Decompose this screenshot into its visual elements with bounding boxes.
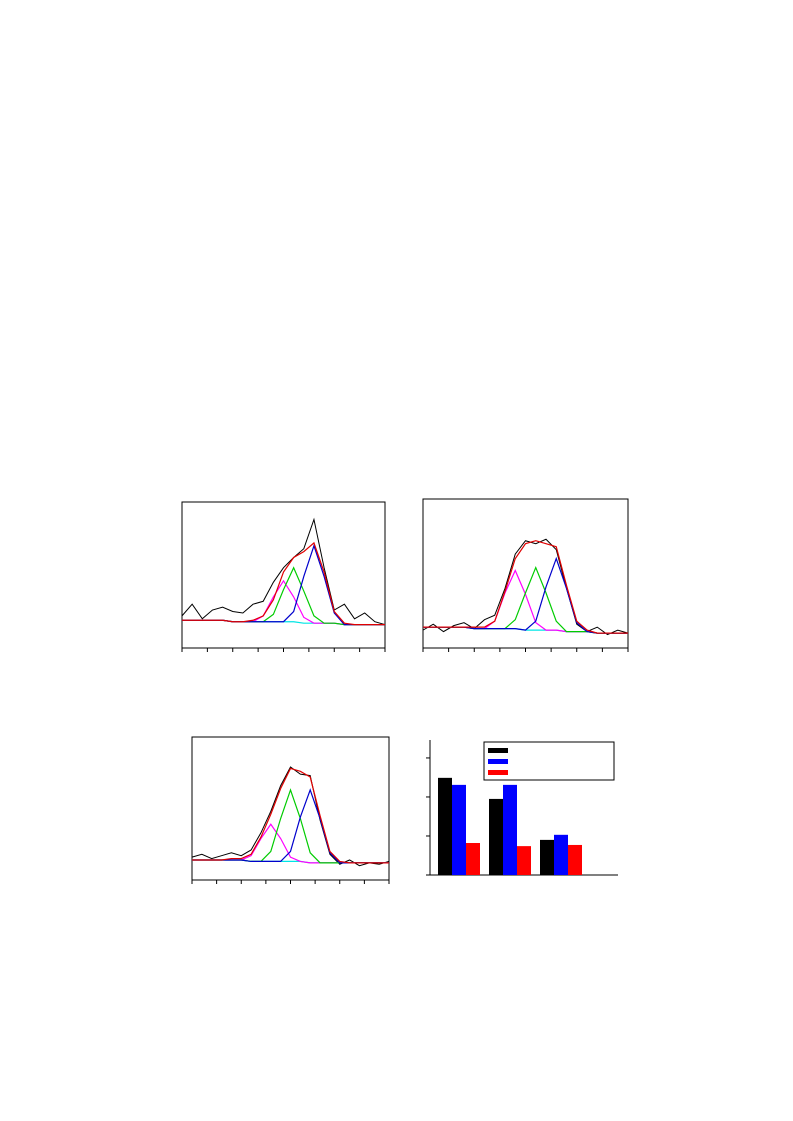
bar	[554, 834, 568, 875]
legend-swatch	[488, 759, 508, 764]
spectrum-line	[423, 540, 628, 634]
plot-frame	[191, 736, 390, 881]
spectrum-line	[423, 565, 628, 634]
bar	[452, 784, 466, 875]
spectrum-line	[182, 541, 385, 626]
legend-swatch	[488, 748, 508, 753]
spectrum-line	[192, 788, 389, 864]
spectrum-line	[192, 823, 389, 864]
bar	[466, 843, 480, 875]
spectrum-line	[191, 766, 390, 867]
bar	[503, 784, 517, 875]
bar	[568, 844, 582, 875]
spectrum-line	[423, 569, 628, 634]
bar	[438, 777, 452, 875]
spectrum-line	[422, 538, 629, 636]
legend-swatch	[488, 770, 508, 775]
spectrum-line	[182, 566, 385, 626]
spectrum-line	[182, 543, 385, 626]
spectrum-line	[181, 517, 386, 626]
bar	[489, 798, 503, 875]
bar	[517, 846, 531, 875]
plot-frame	[181, 501, 386, 649]
spectrum-line	[192, 767, 389, 864]
bar	[540, 839, 554, 875]
